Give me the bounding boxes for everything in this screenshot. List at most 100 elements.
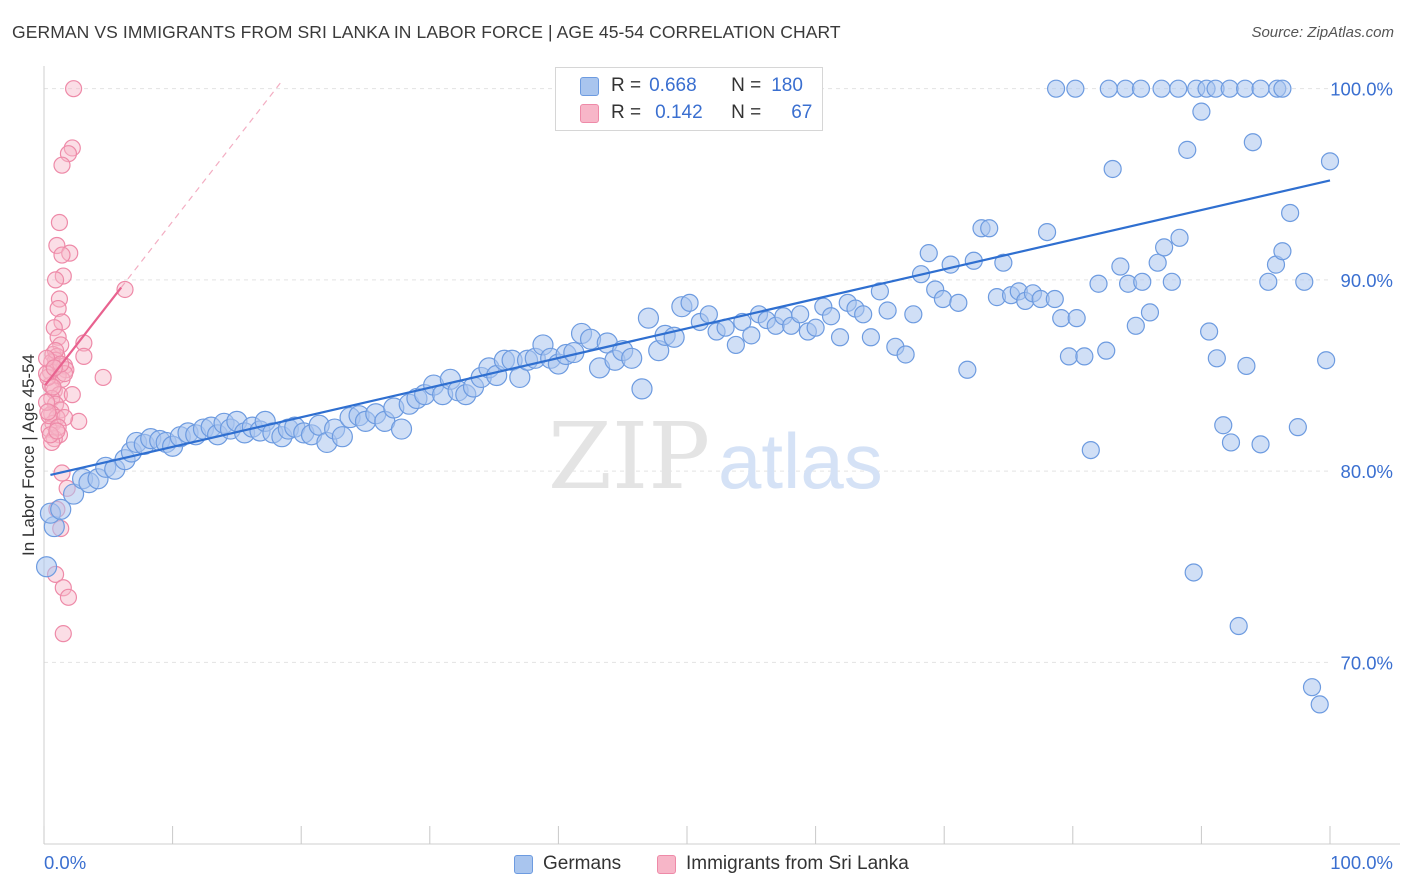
germans-point bbox=[1220, 79, 1239, 98]
germans-point bbox=[680, 293, 699, 312]
sri-lanka-point bbox=[55, 365, 74, 383]
germans-point bbox=[1178, 140, 1197, 159]
sri-lanka-point bbox=[94, 368, 112, 387]
sri-lanka-point bbox=[44, 378, 62, 396]
germans-point bbox=[821, 307, 841, 326]
germans-point bbox=[1214, 416, 1233, 435]
germans-point bbox=[637, 307, 660, 329]
bottom-legend-sri-lanka: Immigrants from Sri Lanka bbox=[657, 852, 909, 876]
germans-point bbox=[1045, 289, 1064, 309]
sri-lanka-n-value: 67 bbox=[791, 102, 813, 123]
germans-point bbox=[1170, 228, 1189, 247]
germans-point bbox=[904, 305, 923, 324]
germans-point bbox=[742, 326, 761, 345]
germans-point bbox=[1302, 678, 1322, 697]
bottom-germans-swatch bbox=[514, 854, 533, 874]
sri-lanka-r-value: 0.142 bbox=[655, 102, 703, 123]
legend-row-germans: R = 0.668 N = 180 bbox=[580, 74, 803, 98]
sri-lanka-point bbox=[45, 319, 63, 337]
sri-lanka-point bbox=[59, 588, 78, 606]
sri-lanka-point bbox=[116, 280, 134, 299]
y-tick-label: 70.0% bbox=[1341, 652, 1393, 673]
sri-lanka-swatch bbox=[580, 103, 599, 123]
germans-point bbox=[870, 282, 890, 301]
germans-point bbox=[941, 255, 960, 274]
germans-point bbox=[1221, 433, 1241, 452]
germans-point bbox=[1126, 316, 1145, 335]
sri-lanka-point bbox=[70, 412, 88, 431]
germans-point bbox=[994, 253, 1013, 272]
germans-point bbox=[1237, 356, 1256, 376]
germans-point bbox=[699, 305, 718, 324]
germans-point bbox=[1089, 274, 1108, 293]
germans-point bbox=[1310, 695, 1329, 714]
germans-point bbox=[806, 318, 825, 337]
germans-point bbox=[1236, 79, 1255, 98]
y-tick-label: 90.0% bbox=[1341, 270, 1393, 291]
grid-layer bbox=[44, 88, 1330, 663]
germans-point bbox=[331, 426, 353, 448]
chart-title: GERMAN VS IMMIGRANTS FROM SRI LANKA IN L… bbox=[12, 22, 841, 42]
sri-lanka-point bbox=[39, 403, 57, 421]
germans-point bbox=[1037, 222, 1057, 242]
germans-point bbox=[1273, 242, 1292, 261]
sri-lanka-point bbox=[54, 625, 72, 643]
germans-point bbox=[980, 219, 999, 238]
sri-lanka-point bbox=[54, 267, 72, 285]
germans-point bbox=[1273, 79, 1292, 98]
germans-point bbox=[631, 378, 653, 400]
y-tick-label: 100.0% bbox=[1330, 79, 1393, 100]
germans-point bbox=[933, 289, 953, 309]
legend-row-sri-lanka: R = 0.142 N = 67 bbox=[580, 101, 812, 125]
germans-point bbox=[949, 293, 968, 312]
sri-lanka-n-label: N = bbox=[731, 102, 762, 123]
germans-point bbox=[1200, 322, 1219, 341]
germans-point bbox=[958, 360, 977, 379]
bottom-germans-label: Germans bbox=[543, 853, 622, 874]
germans-point bbox=[1320, 152, 1340, 171]
bottom-legend-germans: Germans bbox=[514, 852, 621, 876]
germans-point bbox=[1251, 79, 1270, 98]
germans-point bbox=[1243, 133, 1262, 152]
axis-layer bbox=[43, 66, 1400, 845]
germans-point bbox=[1288, 418, 1307, 437]
germans-point bbox=[1081, 440, 1100, 460]
germans-point bbox=[35, 556, 58, 578]
y-tick-label: 80.0% bbox=[1341, 461, 1393, 482]
germans-point bbox=[1103, 159, 1122, 179]
germans-point bbox=[1259, 272, 1278, 291]
sri-lanka-r-label: R = bbox=[611, 102, 642, 123]
correlation-legend: R = 0.668 N = 180 R = 0.142 N = 67 bbox=[555, 67, 823, 131]
germans-trend-line bbox=[50, 179, 1331, 477]
germans-point bbox=[726, 335, 745, 355]
watermark-zip: ZIP bbox=[548, 403, 710, 510]
y-axis-title: In Labor Force | Age 45-54 bbox=[19, 354, 38, 556]
germans-point bbox=[1097, 341, 1116, 360]
germans-n-value: 180 bbox=[771, 75, 803, 96]
sri-lanka-point bbox=[63, 386, 81, 404]
germans-point bbox=[854, 305, 873, 324]
germans-point bbox=[1140, 303, 1160, 322]
germans-n-label: N = bbox=[731, 75, 762, 96]
germans-point bbox=[1184, 563, 1203, 582]
germans-point bbox=[1207, 349, 1226, 368]
bottom-sri-lanka-label: Immigrants from Sri Lanka bbox=[686, 853, 909, 874]
sri-lanka-point bbox=[46, 271, 65, 289]
germans-point bbox=[1192, 102, 1211, 121]
sri-lanka-point bbox=[54, 579, 72, 597]
germans-point bbox=[390, 418, 413, 440]
sri-lanka-point bbox=[48, 422, 66, 440]
germans-r-value: 0.668 bbox=[649, 75, 697, 96]
bottom-sri-lanka-swatch bbox=[657, 854, 676, 874]
germans-point bbox=[1059, 347, 1079, 366]
sri-lanka-point bbox=[49, 299, 67, 318]
trend-layer bbox=[44, 80, 1331, 477]
germans-point bbox=[861, 328, 880, 347]
label-layer: 70.0% 80.0% 90.0% 100.0% 0.0% 100.0% In Labor … bbox=[19, 79, 1393, 873]
germans-point bbox=[621, 347, 643, 369]
germans-point bbox=[830, 328, 850, 347]
germans-point bbox=[1111, 257, 1130, 276]
germans-point bbox=[1133, 272, 1152, 291]
germans-point bbox=[1075, 347, 1094, 366]
